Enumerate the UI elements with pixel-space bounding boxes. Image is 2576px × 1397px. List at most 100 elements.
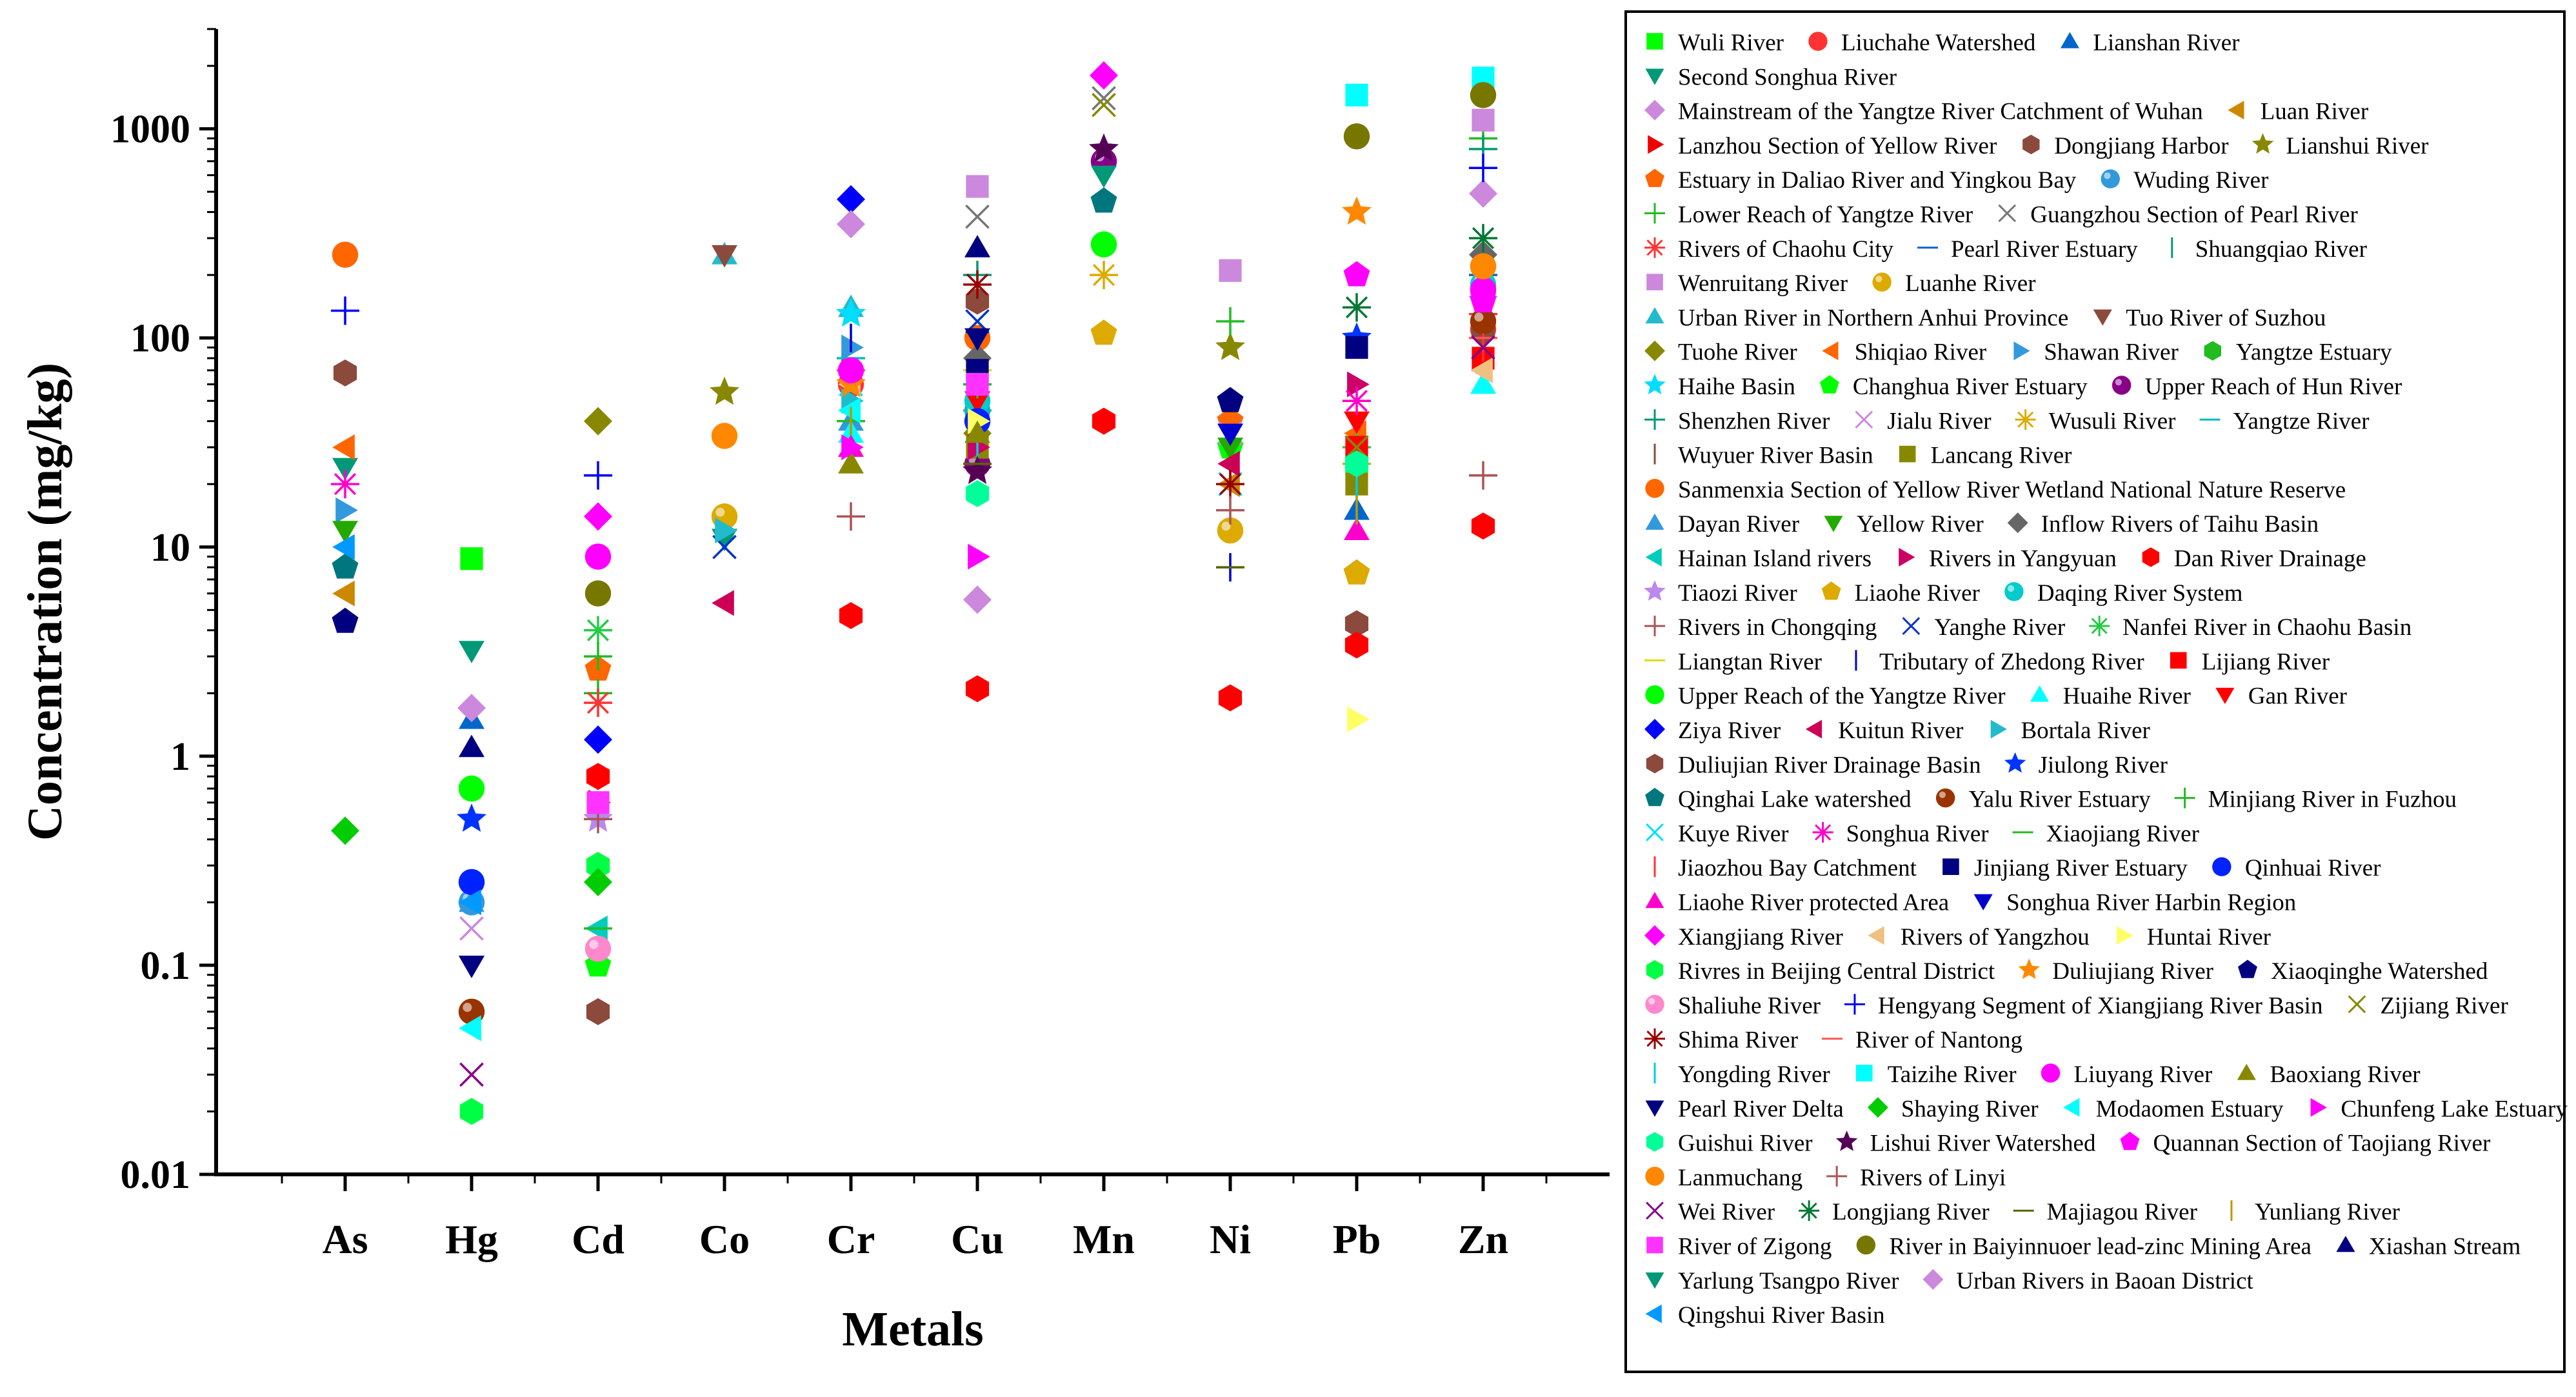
legend-marker bbox=[2093, 309, 2112, 326]
legend-marker bbox=[2101, 169, 2120, 188]
legend-label: Lianshui River bbox=[2286, 133, 2429, 159]
legend-label: Liuyang River bbox=[2074, 1061, 2213, 1088]
legend-entry-urban-river-in-northern-anhui-province: Urban River in Northern Anhui Province bbox=[1645, 305, 2068, 331]
legend-label: Xiaoqinghe Watershed bbox=[2271, 958, 2488, 985]
legend-marker bbox=[1644, 409, 1665, 430]
legend-label: Dan River Drainage bbox=[2174, 546, 2366, 572]
legend-entry-ziya-river: Ziya River bbox=[1644, 718, 1781, 744]
data-point bbox=[1217, 387, 1244, 412]
legend-label: Daqing River System bbox=[2037, 580, 2243, 607]
legend-marker bbox=[2310, 1098, 2327, 1117]
series-upper-reach-of-the-yangtze-river bbox=[458, 231, 1117, 802]
legend-label: Hainan Island rivers bbox=[1678, 546, 1872, 572]
legend-label: Duliujian River Drainage Basin bbox=[1678, 752, 1981, 778]
series-kuitun-river bbox=[712, 450, 1240, 616]
legend-label: Quannan Section of Taojiang River bbox=[2153, 1131, 2490, 1157]
legend-label: Duliujiang River bbox=[2052, 958, 2213, 985]
legend-label: Mainstream of the Yangtze River Catchmen… bbox=[1678, 99, 2203, 125]
series-xiashan-stream bbox=[459, 235, 990, 758]
x-tick-label: Mn bbox=[1073, 1216, 1135, 1262]
legend-label: Huntai River bbox=[2147, 924, 2271, 950]
y-tick-label: 0.01 bbox=[121, 1153, 191, 1197]
legend-entry-luan-river: Luan River bbox=[2228, 99, 2368, 125]
data-point bbox=[1343, 293, 1371, 322]
legend-label: Longjiang River bbox=[1832, 1199, 1990, 1225]
legend-entry-yanghe-river: Yanghe River bbox=[1902, 614, 2065, 641]
legend-entry-qingshui-river-basin: Qingshui River Basin bbox=[1645, 1302, 1885, 1329]
legend-entry-taizihe-river: Taizihe River bbox=[1855, 1061, 2017, 1088]
data-point bbox=[584, 580, 612, 607]
legend-marker bbox=[1812, 821, 1833, 843]
data-point bbox=[839, 602, 863, 629]
series-yellow-river bbox=[332, 437, 1243, 543]
legend-marker bbox=[1646, 1132, 1664, 1152]
data-point bbox=[1090, 187, 1117, 213]
data-point bbox=[332, 241, 359, 268]
data-point bbox=[1090, 231, 1117, 258]
legend-marker bbox=[1855, 1065, 1873, 1081]
legend-label: Xiashan Stream bbox=[2369, 1234, 2521, 1260]
data-point bbox=[1091, 165, 1117, 188]
legend-entry-shiqiao-river: Shiqiao River bbox=[1822, 339, 1986, 366]
series-guishui-river bbox=[965, 450, 1369, 507]
data-point bbox=[584, 642, 612, 671]
legend-marker bbox=[1645, 1167, 1664, 1186]
x-tick-label: Zn bbox=[1458, 1216, 1508, 1262]
legend-label: Yangtze River bbox=[2233, 408, 2370, 434]
data-point bbox=[1347, 371, 1370, 397]
data-point bbox=[332, 580, 355, 607]
legend-marker bbox=[2348, 995, 2366, 1014]
data-point bbox=[1343, 261, 1370, 286]
legend-marker bbox=[1644, 616, 1665, 637]
data-point bbox=[459, 641, 484, 663]
legend-marker bbox=[1899, 548, 1915, 567]
legend-label: Qingshui River Basin bbox=[1678, 1302, 1885, 1329]
legend-entry-huaihe-river: Huaihe River bbox=[2030, 683, 2191, 710]
legend-label: Huaihe River bbox=[2063, 683, 2191, 710]
series-shuangqiao-river bbox=[850, 377, 1232, 478]
legend-entry-dayan-river: Dayan River bbox=[1645, 511, 1799, 538]
data-point bbox=[1471, 512, 1495, 540]
legend-label: River in Baiyinnuoer lead-zinc Mining Ar… bbox=[1889, 1234, 2311, 1260]
legend-label: Liaohe River bbox=[1855, 580, 1980, 607]
data-point bbox=[965, 287, 990, 315]
legend-entry-urban-rivers-in-baoan-district: Urban Rivers in Baoan District bbox=[1922, 1268, 2253, 1294]
data-point bbox=[712, 590, 734, 616]
legend: Wuli River Liuchahe Watershed Lianshan Riv… bbox=[1624, 10, 2568, 1373]
data-point bbox=[1342, 196, 1372, 225]
legend-label: Nanfei River in Chaohu Basin bbox=[2122, 614, 2411, 641]
legend-marker bbox=[1645, 307, 1664, 324]
legend-entry-yalu-river-estuary: Yalu River Estuary bbox=[1935, 787, 2151, 813]
legend-label: Songhua River Harbin Region bbox=[2006, 890, 2296, 916]
legend-marker bbox=[1855, 410, 1873, 429]
legend-entry-quannan-section-of-taojiang-river: Quannan Section of Taojiang River bbox=[2120, 1131, 2490, 1157]
data-point bbox=[1217, 450, 1240, 477]
data-point bbox=[1090, 61, 1118, 90]
legend-entry-tuo-river-of-suzhou: Tuo River of Suzhou bbox=[2093, 305, 2326, 331]
legend-entry-lijiang-river: Lijiang River bbox=[2170, 648, 2330, 675]
legend-marker bbox=[2007, 512, 2028, 534]
legend-entry-rivers-in-chongqing: Rivers in Chongqing bbox=[1644, 614, 1877, 641]
legend-label: Luanhe River bbox=[1905, 270, 2035, 297]
series-huntai-river bbox=[968, 408, 1370, 732]
legend-marker bbox=[1867, 1097, 1888, 1118]
series-liaohe-river-protected-area bbox=[838, 434, 1370, 540]
x-tick-label: Cd bbox=[572, 1216, 624, 1262]
legend-marker bbox=[2120, 1131, 2140, 1151]
data-point bbox=[841, 334, 864, 361]
legend-marker bbox=[2252, 133, 2274, 154]
legend-entry-rivers-of-yangzhou: Rivers of Yangzhou bbox=[1868, 924, 2090, 950]
legend-entry-shaliuhe-river: Shaliuhe River bbox=[1645, 992, 1821, 1019]
data-point bbox=[1343, 559, 1370, 585]
x-axis-title: Metals bbox=[842, 1302, 983, 1356]
data-point bbox=[584, 725, 612, 754]
legend-label: Luan River bbox=[2261, 99, 2368, 125]
legend-label: Yongding River bbox=[1678, 1061, 1830, 1088]
legend-entry-longjiang-river: Longjiang River bbox=[1799, 1199, 1990, 1225]
legend-entry-bortala-river: Bortala River bbox=[1990, 718, 2150, 744]
legend-label: Lianshan River bbox=[2093, 30, 2239, 56]
data-point bbox=[459, 956, 484, 978]
legend-label: Wenruitang River bbox=[1678, 270, 1848, 297]
legend-entry-jialu-river: Jialu River bbox=[1855, 408, 1992, 434]
legend-entry-dongjiang-harbor: Dongjiang Harbor bbox=[2022, 133, 2229, 159]
